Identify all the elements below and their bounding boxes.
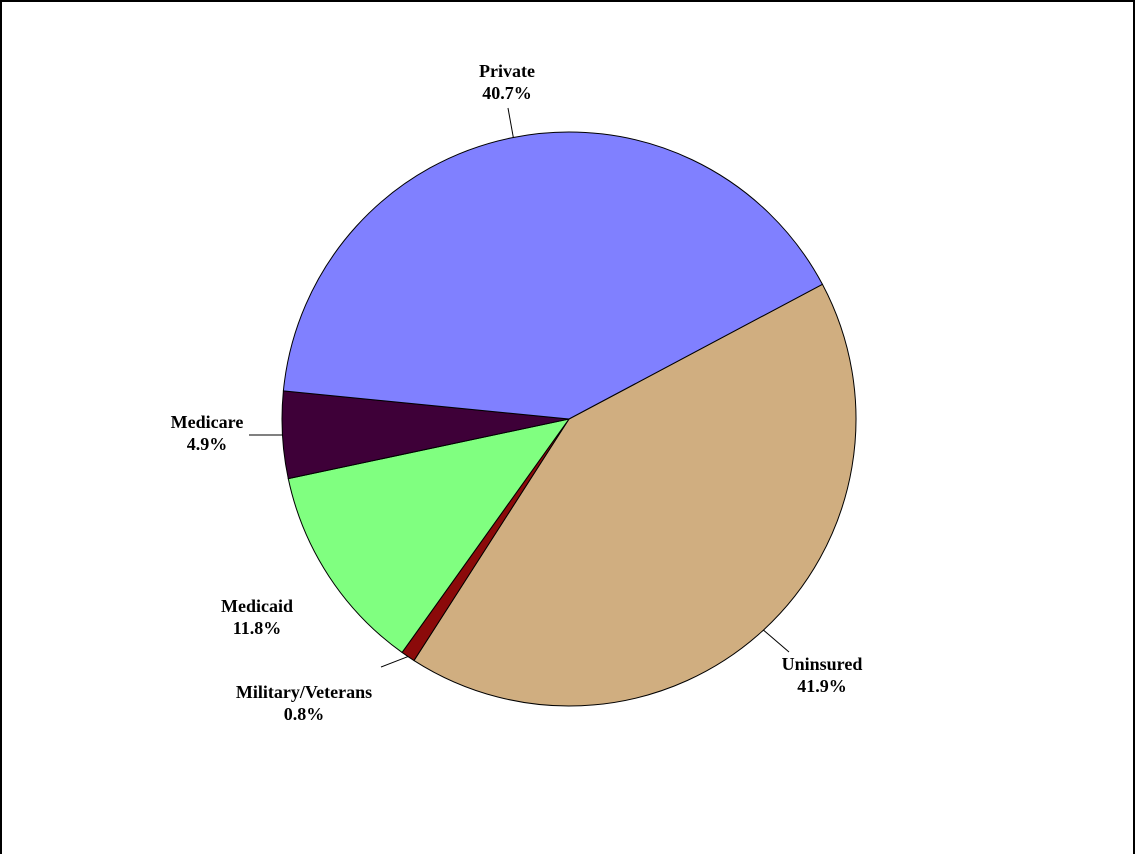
- leader-line-private: [508, 108, 513, 137]
- leader-line-uninsured: [763, 630, 789, 652]
- slice-label-medicare: Medicare: [171, 412, 244, 432]
- slice-label-uninsured: Uninsured: [782, 654, 863, 674]
- slice-value-private: 40.7%: [482, 83, 532, 103]
- leader-line-military-veterans: [381, 657, 408, 667]
- slice-label-military-veterans: Military/Veterans: [236, 682, 372, 702]
- pie-slices: [282, 132, 856, 706]
- slice-label-medicaid: Medicaid: [221, 596, 293, 616]
- slice-label-private: Private: [479, 61, 535, 81]
- slice-value-medicaid: 11.8%: [233, 618, 282, 638]
- slice-value-medicare: 4.9%: [187, 434, 228, 454]
- slice-value-uninsured: 41.9%: [797, 676, 847, 696]
- slice-value-military-veterans: 0.8%: [284, 704, 325, 724]
